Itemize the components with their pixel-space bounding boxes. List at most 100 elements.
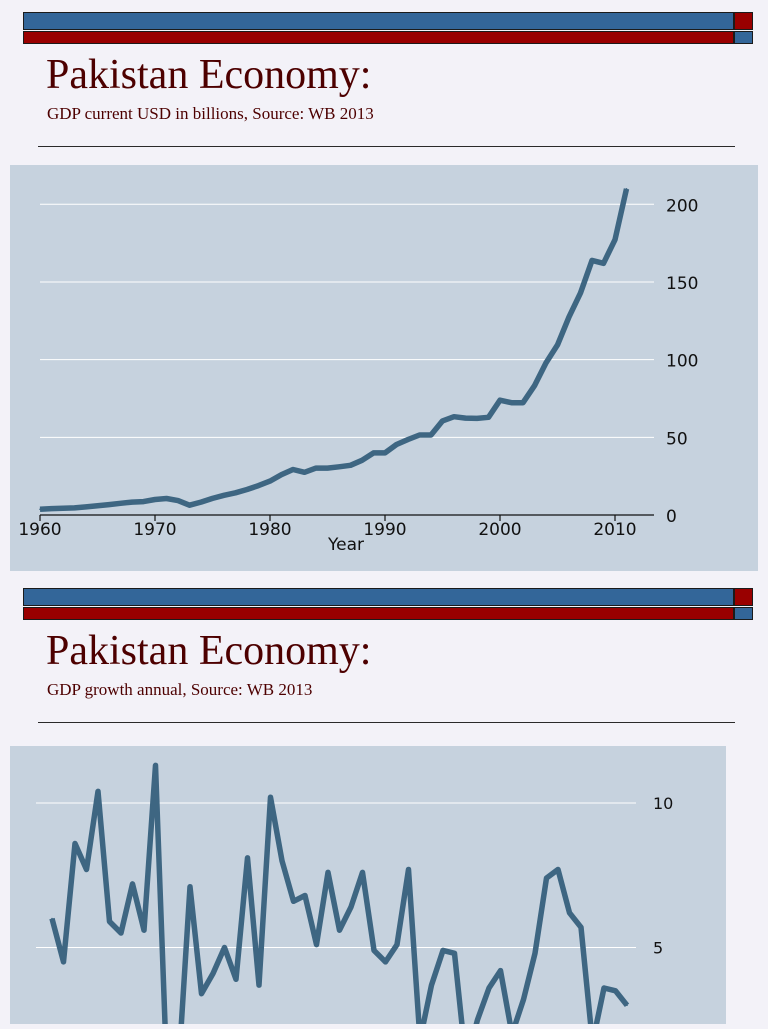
x-tick-label: 2000 xyxy=(478,520,521,540)
data-point xyxy=(430,984,433,986)
data-point xyxy=(211,497,214,500)
title-divider xyxy=(38,722,735,723)
data-point xyxy=(304,894,306,897)
data-point xyxy=(338,929,341,931)
data-point xyxy=(280,473,283,476)
x-tick-label: 2010 xyxy=(593,520,636,540)
data-point xyxy=(85,868,88,871)
y-tick-label: 50 xyxy=(666,429,688,449)
slide-title: Pakistan Economy: xyxy=(46,628,372,674)
gdp-usd-line-chart: 0 50 100 150 200 1960 1970 1980 1990 2000 2010 Year xyxy=(18,187,698,555)
data-point xyxy=(39,508,41,511)
data-point xyxy=(361,871,364,874)
slide-subtitle: GDP current USD in billions, Source: WB … xyxy=(47,104,374,123)
data-point xyxy=(545,362,547,364)
data-point xyxy=(545,877,548,879)
y-tick-label: 0 xyxy=(666,507,677,527)
data-point xyxy=(373,949,375,952)
x-tick-label: 1990 xyxy=(363,520,406,540)
data-point xyxy=(223,494,225,497)
data-point xyxy=(235,978,237,981)
data-point xyxy=(441,420,444,422)
y-tick-label: 200 xyxy=(666,196,698,216)
data-point xyxy=(108,920,111,923)
data-point xyxy=(522,401,524,404)
header-bar-red xyxy=(23,607,734,620)
data-point xyxy=(395,443,398,446)
data-point xyxy=(326,467,329,469)
data-point xyxy=(396,943,398,946)
y-tick-label: 150 xyxy=(666,274,698,294)
data-point xyxy=(154,498,156,501)
data-point xyxy=(73,507,76,509)
title-divider xyxy=(38,146,735,147)
header-bar-blue xyxy=(23,12,734,30)
data-point xyxy=(384,452,386,454)
data-point xyxy=(50,507,53,510)
data-point xyxy=(603,987,605,989)
data-point xyxy=(258,984,260,986)
data-point xyxy=(349,464,352,467)
data-point xyxy=(568,912,571,914)
data-point xyxy=(372,452,375,454)
data-point xyxy=(315,467,317,469)
data-point xyxy=(189,886,191,888)
data-point xyxy=(407,868,410,871)
data-point xyxy=(97,790,99,793)
data-point xyxy=(292,900,295,903)
data-point xyxy=(223,946,226,949)
data-point xyxy=(361,459,363,462)
data-point xyxy=(327,871,329,874)
data-point xyxy=(62,507,64,510)
data-point xyxy=(464,417,467,419)
chart-panel: 0 50 100 150 200 1960 1970 1980 1990 2000 2010 Year xyxy=(10,165,758,571)
data-point xyxy=(62,961,65,963)
data-point xyxy=(614,238,616,241)
data-point xyxy=(85,506,87,508)
data-point xyxy=(418,434,421,436)
x-tick-label: 1970 xyxy=(133,520,176,540)
data-point xyxy=(131,883,134,885)
data-point xyxy=(154,764,157,767)
y-tick-label: 10 xyxy=(653,794,673,813)
slide-gdp-usd: Pakistan Economy: GDP current USD in bil… xyxy=(10,12,758,571)
header-square-blue xyxy=(734,607,753,620)
data-point xyxy=(499,969,502,972)
data-point xyxy=(143,929,145,931)
data-point xyxy=(568,316,570,318)
data-point xyxy=(142,500,145,503)
header-square-red xyxy=(734,12,753,30)
y-tick-label: 5 xyxy=(653,939,663,958)
data-point xyxy=(315,943,318,946)
gdp-usd-series-line xyxy=(39,188,630,513)
data-point xyxy=(303,471,306,474)
data-point xyxy=(407,438,409,441)
gdp-growth-series-line xyxy=(49,762,630,1029)
header-square-blue xyxy=(734,31,753,44)
data-point xyxy=(131,501,133,503)
data-point xyxy=(579,292,582,294)
data-point xyxy=(96,505,99,507)
data-point xyxy=(522,998,525,1001)
data-point xyxy=(200,992,203,995)
slide-title: Pakistan Economy: xyxy=(46,52,372,98)
data-point xyxy=(108,503,110,506)
data-point xyxy=(200,501,202,503)
header-bar-blue xyxy=(23,588,734,606)
data-point xyxy=(488,987,490,989)
data-point xyxy=(557,868,559,871)
data-point xyxy=(580,926,582,929)
data-point xyxy=(625,187,628,190)
data-point xyxy=(591,259,593,262)
data-point xyxy=(384,961,387,963)
data-point xyxy=(487,416,490,419)
data-point xyxy=(165,497,168,500)
header-square-red xyxy=(734,588,753,606)
data-point xyxy=(269,796,272,799)
header-bar-red xyxy=(23,31,734,44)
slide-subtitle: GDP growth annual, Source: WB 2013 xyxy=(47,680,313,699)
data-point xyxy=(51,917,53,920)
data-point xyxy=(246,857,249,859)
data-point xyxy=(257,484,260,487)
data-point xyxy=(350,906,352,908)
